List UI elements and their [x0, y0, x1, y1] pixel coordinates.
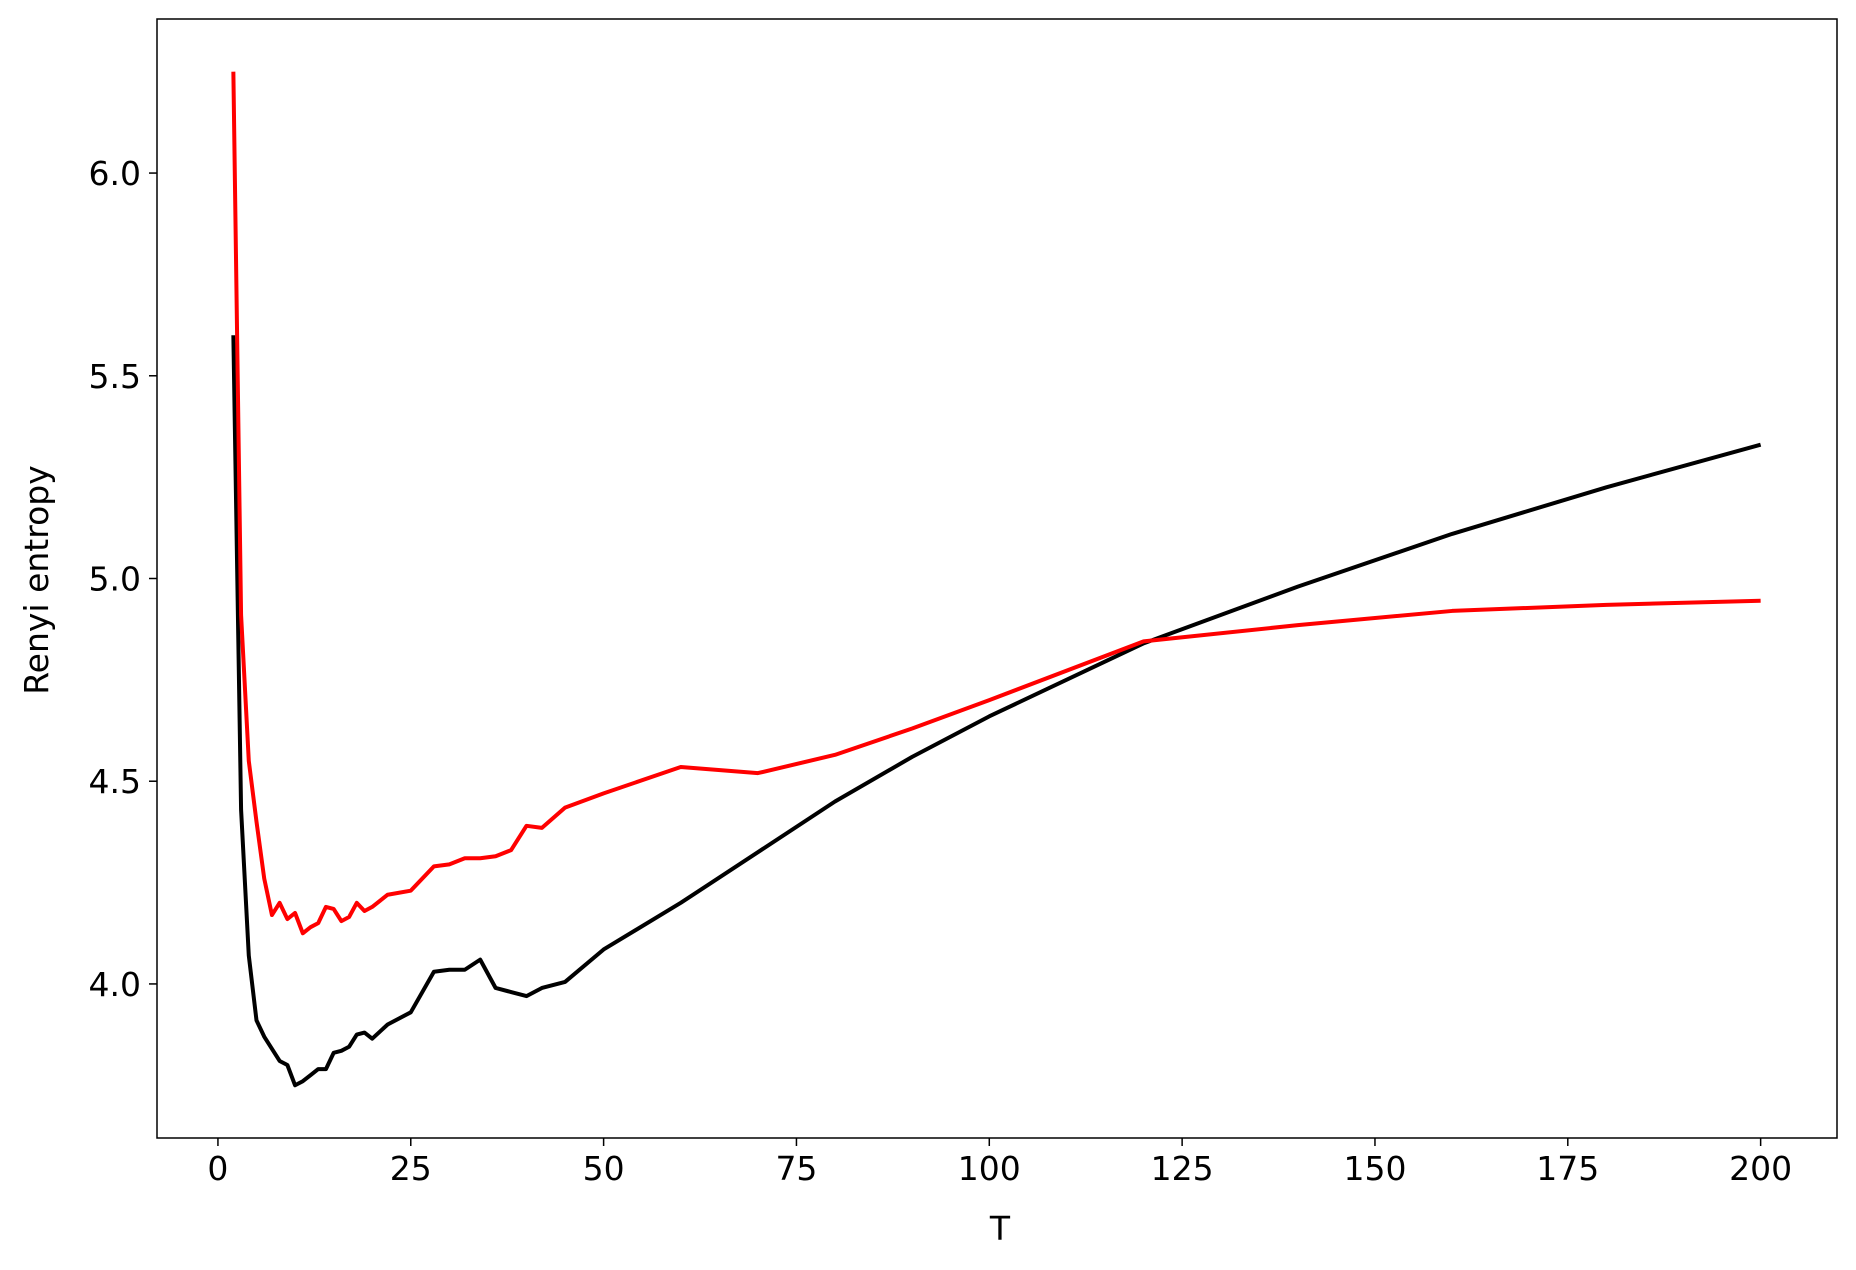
y-tick-label: 5.5	[89, 357, 141, 396]
x-tick-label: 200	[1729, 1149, 1792, 1188]
line-series	[231, 335, 1762, 1088]
y-tick-label: 4.0	[89, 965, 141, 1004]
x-tick-label: 125	[1151, 1149, 1214, 1188]
x-tick-label: 50	[583, 1149, 625, 1188]
y-tick-label: 4.5	[89, 762, 141, 801]
y-tick-label: 5.0	[89, 560, 141, 599]
x-tick-label: 175	[1536, 1149, 1599, 1188]
x-tick-label: 75	[775, 1149, 817, 1188]
line-series	[231, 71, 1761, 936]
x-axis-label: T	[989, 1209, 1011, 1248]
x-tick-label: 0	[207, 1149, 228, 1188]
y-axis-label: Renyi entropy	[17, 465, 56, 695]
x-tick-label: 100	[958, 1149, 1021, 1188]
plot-frame	[156, 18, 1838, 1139]
x-tick-label: 25	[390, 1149, 432, 1188]
x-tick-label: 150	[1343, 1149, 1406, 1188]
y-tick-label: 6.0	[89, 154, 141, 193]
